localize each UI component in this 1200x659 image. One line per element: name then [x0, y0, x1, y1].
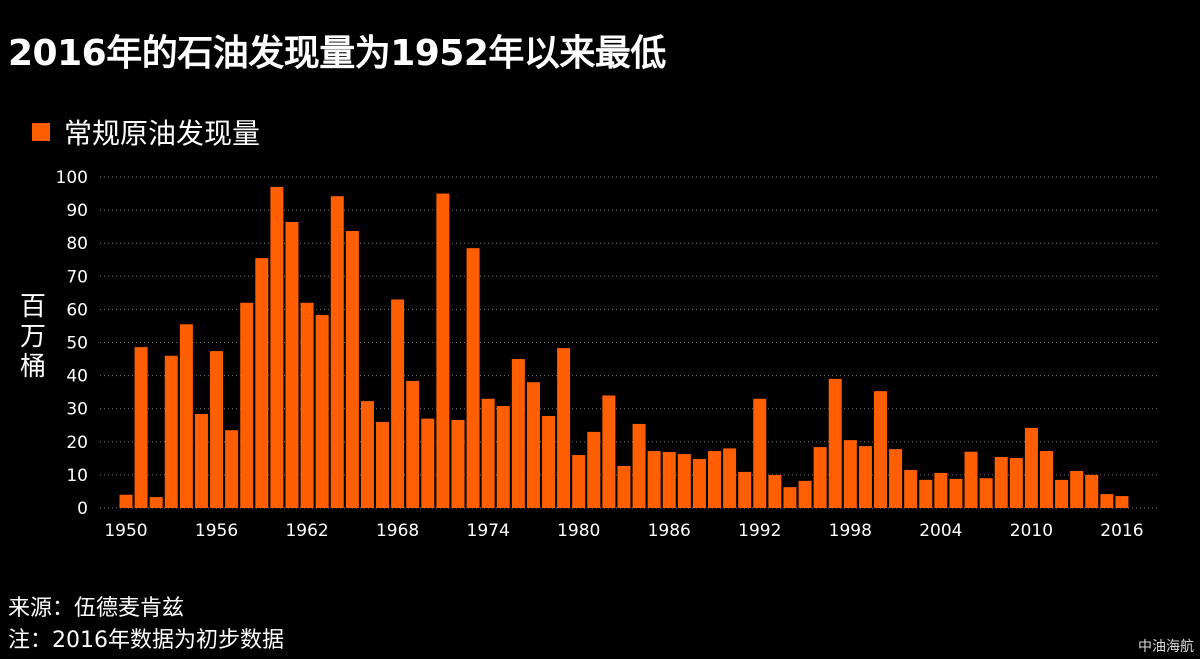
y-tick-label: 100 — [56, 168, 88, 188]
bar-2010 — [1024, 427, 1038, 508]
bar-1950 — [119, 494, 133, 508]
y-tick-label: 10 — [66, 466, 88, 486]
bar-1963 — [315, 315, 329, 508]
bar-2015 — [1100, 494, 1114, 508]
bar-1982 — [602, 395, 616, 508]
legend-swatch — [32, 123, 50, 141]
bar-1990 — [723, 448, 737, 508]
bar-1952 — [149, 497, 163, 508]
bar-1969 — [406, 380, 420, 508]
footnote: 注：2016年数据为初步数据 — [8, 628, 284, 653]
bar-2012 — [1055, 479, 1069, 508]
bar-1972 — [451, 419, 465, 508]
bar-1954 — [179, 324, 193, 508]
bar-1983 — [617, 465, 631, 508]
x-tick-label: 1974 — [467, 521, 510, 541]
bar-1984 — [632, 423, 646, 508]
bar-1977 — [526, 382, 540, 508]
bar-1967 — [376, 421, 390, 508]
legend: 常规原油发现量 — [32, 112, 260, 152]
brand-watermark: 中油海航 — [1138, 639, 1194, 655]
chart-title: 2016年的石油发现量为1952年以来最低 — [8, 33, 666, 74]
x-tick-label: 2004 — [919, 521, 962, 541]
y-tick-label: 0 — [77, 499, 88, 519]
bar-2011 — [1039, 451, 1053, 508]
bar-1974 — [481, 398, 495, 508]
bar-2000 — [874, 391, 887, 508]
bar-1981 — [587, 431, 601, 508]
bar-1988 — [692, 459, 706, 508]
bar-1986 — [662, 452, 676, 508]
bar-1991 — [738, 471, 752, 508]
y-tick-label: 90 — [66, 201, 88, 221]
bar-1966 — [360, 401, 374, 508]
y-axis-label: 百万桶 — [19, 292, 46, 382]
x-tick-label: 1992 — [738, 521, 781, 541]
x-tick-label: 1962 — [285, 521, 328, 541]
bar-1956 — [210, 351, 224, 508]
x-tick-label: 1950 — [104, 521, 147, 541]
bar-1998 — [843, 440, 857, 508]
bar-1976 — [511, 359, 525, 508]
bar-1955 — [194, 413, 208, 508]
bar-2003 — [919, 479, 933, 508]
y-tick-label: 70 — [66, 267, 88, 287]
bar-1957 — [225, 430, 239, 508]
bar-1971 — [436, 193, 450, 509]
bar-1985 — [647, 451, 661, 508]
bar-1960 — [270, 186, 284, 508]
bar-2008 — [994, 457, 1008, 508]
source-note: 来源：伍德麦肯兹 — [8, 596, 185, 621]
bar-1993 — [768, 474, 782, 508]
bar-2004 — [934, 472, 948, 508]
bar-2005 — [949, 478, 963, 508]
legend-label: 常规原油发现量 — [64, 117, 261, 150]
bar-1953 — [164, 355, 178, 508]
bar-1964 — [330, 196, 344, 508]
x-tick-label: 2010 — [1010, 521, 1053, 541]
x-tick-label: 1968 — [376, 521, 419, 541]
bar-1996 — [813, 447, 827, 508]
bar-1995 — [798, 480, 812, 508]
x-tick-label: 1998 — [829, 521, 872, 541]
bar-2009 — [1009, 458, 1023, 508]
bar-2014 — [1085, 474, 1099, 508]
bar-1989 — [708, 451, 722, 508]
bar-2016 — [1115, 496, 1129, 508]
y-tick-label: 80 — [66, 234, 88, 254]
x-tick-label: 1980 — [557, 521, 600, 541]
bar-1994 — [783, 487, 797, 508]
y-tick-label: 60 — [66, 300, 88, 320]
bar-1968 — [391, 299, 405, 508]
bar-1951 — [134, 347, 148, 508]
x-tick-label: 1956 — [195, 521, 238, 541]
bar-1962 — [300, 302, 314, 508]
bar-1973 — [466, 248, 480, 509]
bar-1965 — [345, 230, 359, 508]
bar-1975 — [496, 406, 510, 508]
bar-1999 — [858, 446, 872, 508]
bar-1978 — [542, 415, 556, 508]
bar-1987 — [677, 454, 691, 508]
bar-1997 — [828, 378, 842, 508]
bar-1970 — [421, 418, 435, 508]
y-tick-label: 40 — [66, 367, 88, 387]
y-tick-label: 30 — [66, 400, 88, 420]
y-tick-label: 50 — [66, 334, 88, 354]
bar-1961 — [285, 222, 299, 509]
bar-2006 — [964, 451, 978, 508]
bar-1959 — [255, 258, 269, 508]
bar-1979 — [557, 348, 571, 508]
bar-2001 — [889, 449, 903, 508]
bar-1980 — [572, 455, 586, 508]
bar-2002 — [904, 469, 918, 508]
bar-1992 — [753, 398, 767, 508]
y-tick-label: 20 — [66, 433, 88, 453]
x-tick-label: 1986 — [648, 521, 691, 541]
x-tick-label: 2016 — [1100, 521, 1143, 541]
bar-2013 — [1070, 470, 1084, 508]
bar-2007 — [979, 478, 993, 508]
bar-1958 — [240, 302, 254, 508]
